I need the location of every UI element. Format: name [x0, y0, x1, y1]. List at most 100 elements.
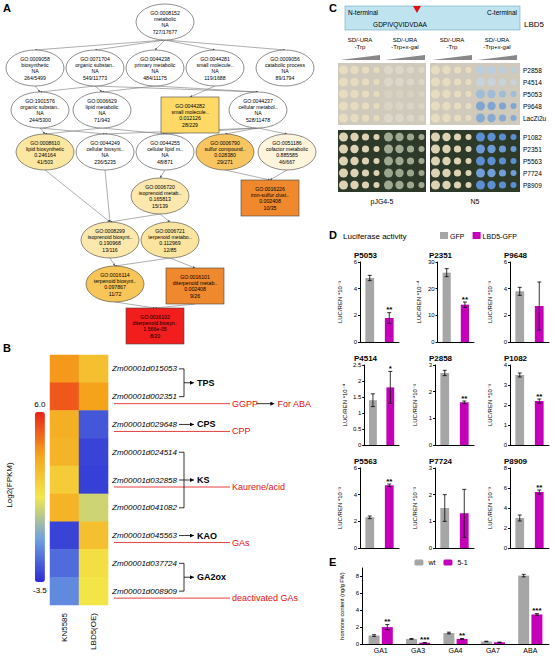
svg-text:LUC/REN *10⁻³: LUC/REN *10⁻³	[412, 384, 418, 426]
svg-text:isoprenoid biosynt..: isoprenoid biosynt..	[88, 234, 133, 240]
svg-text:GO:0044255: GO:0044255	[150, 140, 180, 146]
svg-text:NA: NA	[281, 68, 289, 74]
svg-text:*: *	[389, 364, 393, 373]
svg-text:GO:0071704: GO:0071704	[80, 56, 110, 62]
svg-text:P2351: P2351	[523, 146, 542, 153]
svg-text:CPS: CPS	[197, 419, 216, 429]
svg-text:-Trp: -Trp	[447, 44, 458, 50]
svg-text:cellular lipid m..: cellular lipid m..	[147, 146, 183, 152]
svg-text:lipid biosynthetic: lipid biosynthetic	[26, 146, 64, 152]
svg-text:GA3: GA3	[411, 647, 425, 654]
svg-text:GO:0044238: GO:0044238	[140, 56, 170, 62]
svg-text:6: 6	[504, 259, 508, 265]
svg-text:C-terminal: C-terminal	[487, 9, 518, 16]
svg-text:GO:1901576: GO:1901576	[25, 98, 55, 104]
svg-text:GDPIVQVIDVDAA: GDPIVQVIDVDAA	[373, 21, 427, 29]
svg-text:2: 2	[354, 518, 358, 524]
svg-text:GO:0051186: GO:0051186	[272, 140, 301, 146]
svg-text:6: 6	[356, 590, 360, 596]
svg-text:LBD5: LBD5	[524, 20, 545, 29]
svg-text:GA1: GA1	[374, 647, 388, 654]
svg-text:GFP: GFP	[450, 233, 465, 240]
svg-text:**: **	[536, 392, 543, 401]
svg-text:GA7: GA7	[486, 647, 500, 654]
svg-text:GO:0016101: GO:0016101	[180, 274, 210, 280]
svg-text:4: 4	[504, 362, 508, 368]
svg-text:**: **	[461, 394, 468, 403]
svg-text:8: 8	[504, 465, 508, 471]
svg-text:P8909: P8909	[504, 457, 528, 466]
svg-text:Zm00001d024514: Zm00001d024514	[111, 448, 177, 457]
svg-text:4: 4	[354, 286, 358, 292]
svg-text:2: 2	[429, 492, 433, 498]
svg-text:P1082: P1082	[523, 134, 542, 141]
svg-text:48/871: 48/871	[157, 159, 173, 165]
svg-text:metabolic: metabolic	[154, 16, 177, 22]
svg-text:P1082: P1082	[504, 354, 528, 363]
svg-text:terpenoid metabo..: terpenoid metabo..	[148, 234, 191, 240]
svg-text:LUC/REN *10⁻³: LUC/REN *10⁻³	[337, 281, 343, 323]
svg-text:244/5300: 244/5300	[29, 117, 51, 123]
svg-text:P7724: P7724	[429, 457, 453, 466]
svg-text:Zm00001d008909: Zm00001d008909	[111, 587, 177, 596]
svg-text:0: 0	[431, 339, 435, 345]
svg-text:2.5: 2.5	[353, 362, 362, 368]
svg-text:8: 8	[356, 573, 360, 579]
svg-text:small molecule..: small molecule..	[171, 109, 208, 115]
svg-text:0.112969: 0.112969	[159, 240, 180, 246]
svg-text:biosynthetic: biosynthetic	[21, 62, 49, 68]
svg-text:**: **	[386, 305, 393, 314]
svg-text:11/72: 11/72	[109, 291, 122, 297]
svg-text:GO:0009056: GO:0009056	[270, 56, 300, 62]
svg-text:GO:0008610: GO:0008610	[30, 140, 60, 146]
svg-text:2: 2	[354, 312, 358, 318]
svg-text:0.012126: 0.012126	[179, 115, 201, 121]
svg-text:29/271: 29/271	[217, 159, 233, 165]
svg-text:terpenoid biosynt..: terpenoid biosynt..	[94, 278, 136, 284]
svg-text:SD/-URA: SD/-URA	[485, 37, 510, 43]
svg-text:0: 0	[354, 545, 358, 551]
svg-text:P5563: P5563	[523, 158, 542, 165]
svg-text:4: 4	[356, 607, 360, 613]
svg-text:5-1: 5-1	[457, 559, 467, 566]
svg-text:-Trp: -Trp	[355, 44, 366, 50]
svg-text:SD/-URA: SD/-URA	[440, 37, 465, 43]
svg-text:isoprenoid metab..: isoprenoid metab..	[139, 190, 182, 196]
svg-text:B: B	[3, 342, 11, 354]
svg-text:diterpenoid metab..: diterpenoid metab..	[173, 280, 217, 286]
svg-text:3: 3	[429, 362, 433, 368]
svg-text:deactivated GAs: deactivated GAs	[232, 593, 299, 603]
svg-text:GO:0008299: GO:0008299	[95, 228, 125, 234]
svg-text:Zm00001d045563: Zm00001d045563	[111, 531, 177, 540]
svg-text:E: E	[329, 556, 336, 568]
svg-text:0: 0	[358, 442, 362, 448]
svg-text:6: 6	[354, 465, 358, 471]
svg-text:NA: NA	[211, 68, 219, 74]
svg-text:2: 2	[504, 525, 508, 531]
svg-text:1.5: 1.5	[353, 394, 362, 400]
svg-text:N5: N5	[471, 198, 480, 205]
svg-text:GA4: GA4	[448, 647, 462, 654]
svg-text:P4514: P4514	[354, 354, 378, 363]
svg-text:4: 4	[504, 505, 508, 511]
svg-text:GO:0006790: GO:0006790	[210, 140, 240, 146]
svg-text:0.885585: 0.885585	[276, 152, 298, 158]
svg-text:C: C	[329, 2, 337, 14]
svg-text:0: 0	[354, 339, 358, 345]
svg-text:LUC/REN *10⁻³: LUC/REN *10⁻³	[487, 487, 493, 529]
svg-text:12/85: 12/85	[164, 247, 177, 253]
svg-text:GO:0044281: GO:0044281	[200, 56, 230, 62]
svg-text:9/26: 9/26	[190, 293, 200, 299]
svg-text:GAs: GAs	[232, 538, 250, 548]
svg-text:6: 6	[354, 259, 358, 265]
svg-text:3: 3	[504, 382, 508, 388]
svg-text:primary metabolic: primary metabolic	[135, 62, 176, 68]
svg-text:For ABA: For ABA	[277, 399, 311, 409]
svg-text:2: 2	[358, 378, 362, 384]
svg-text:4: 4	[354, 492, 358, 498]
svg-text:0.190968: 0.190968	[99, 240, 121, 246]
svg-text:P4514: P4514	[523, 79, 542, 86]
svg-text:small molecule..: small molecule..	[196, 62, 233, 68]
svg-text:cellular metabol..: cellular metabol..	[238, 104, 277, 110]
svg-text:TPS: TPS	[197, 378, 215, 388]
